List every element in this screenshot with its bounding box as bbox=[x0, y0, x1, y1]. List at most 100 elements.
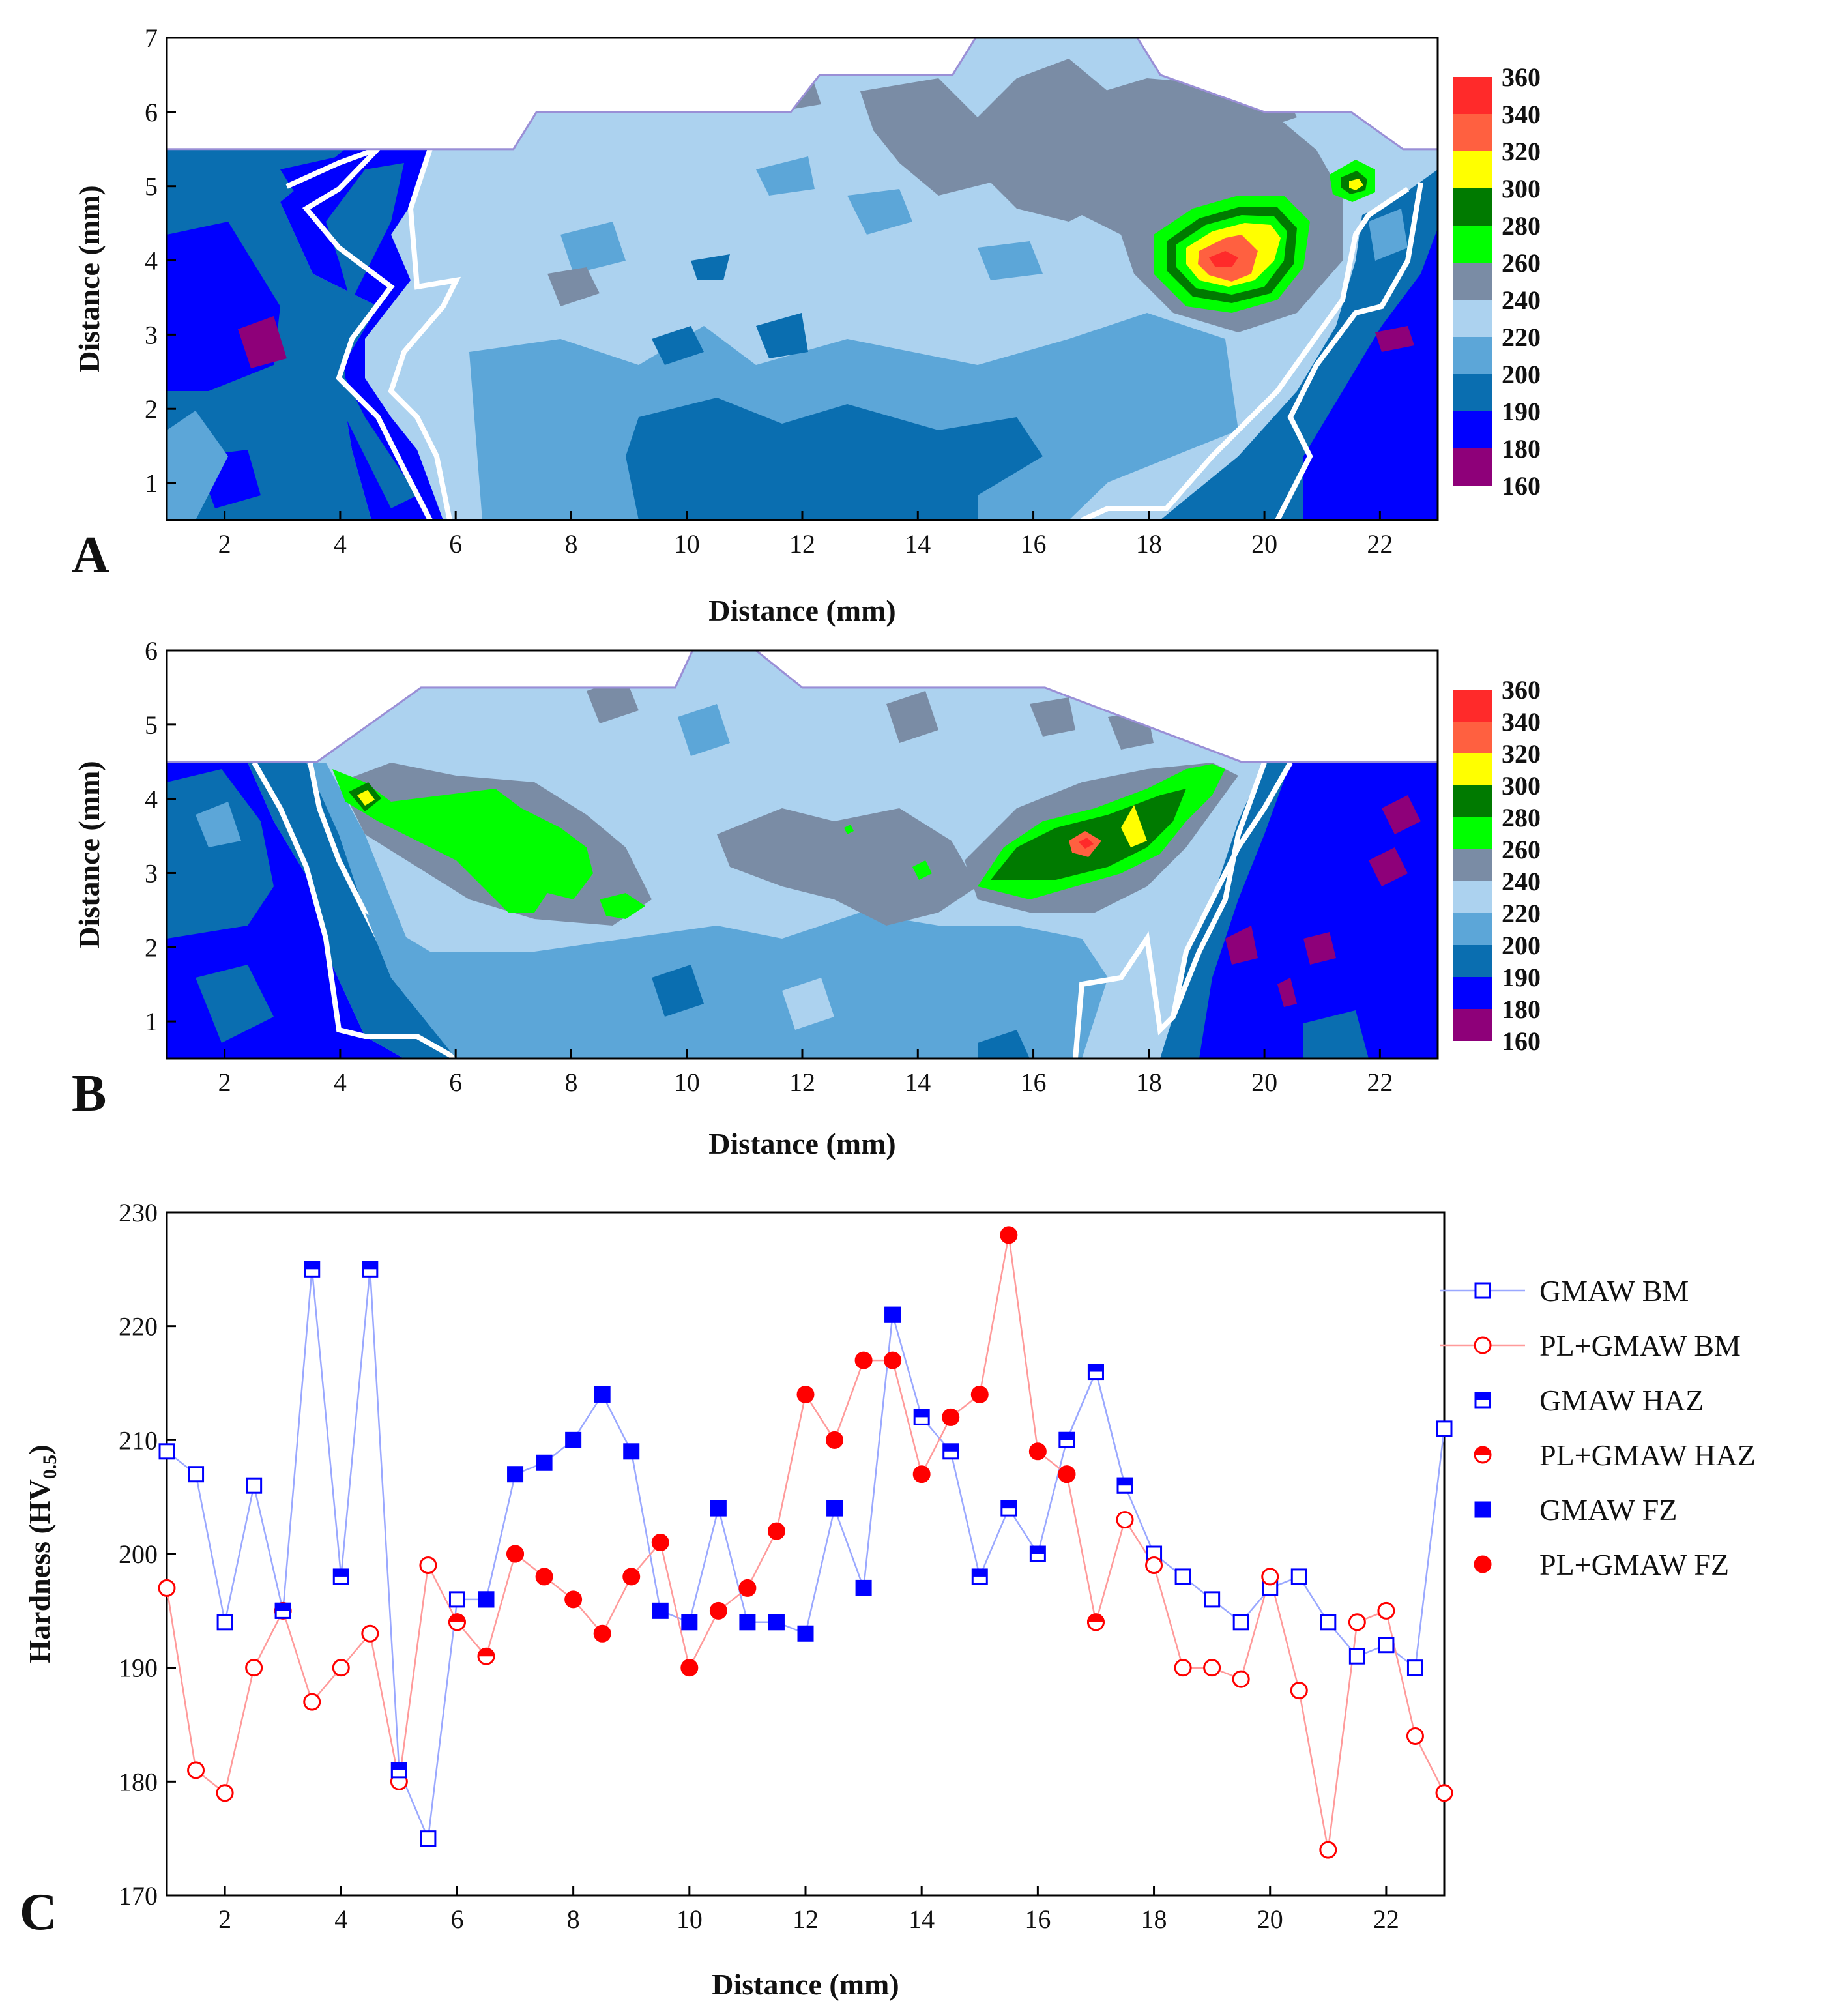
circle-filled-marker bbox=[942, 1408, 960, 1426]
panel-b-right-boundary-line-2 bbox=[1171, 761, 1293, 1017]
square-half-fill bbox=[1059, 1433, 1074, 1440]
y-tick-label: 170 bbox=[119, 1881, 158, 1910]
square-half-fill bbox=[1001, 1501, 1016, 1509]
panel-a-right-purple-patch bbox=[1375, 326, 1414, 352]
x-tick-label: 16 bbox=[1021, 529, 1047, 559]
circle-open-marker bbox=[1145, 1556, 1163, 1574]
circle-open-marker bbox=[1203, 1659, 1221, 1677]
panel-b-ylabel: Distance (mm) bbox=[72, 761, 106, 948]
square-filled-marker bbox=[565, 1431, 582, 1448]
colorbar-label: 180 bbox=[1502, 995, 1541, 1024]
y-tick-label: 5 bbox=[145, 172, 158, 201]
colorbar-label: 320 bbox=[1502, 739, 1541, 768]
x-tick-label: 14 bbox=[909, 1905, 935, 1934]
circle-open-marker bbox=[1116, 1511, 1134, 1529]
panel-b-outline-stroke bbox=[167, 650, 1438, 763]
panel-b-grey-patch-1 bbox=[587, 678, 639, 723]
panel-b-green-small-2 bbox=[912, 860, 932, 880]
square-open-marker bbox=[1406, 1659, 1423, 1676]
circle-half-fill bbox=[478, 1648, 494, 1657]
circle-open-marker bbox=[187, 1761, 205, 1779]
panel-a-contour bbox=[167, 38, 1438, 520]
panel-a-fz-dark-patch-2 bbox=[756, 313, 808, 358]
colorbar-label: 200 bbox=[1502, 931, 1541, 960]
panel-a-outline-stroke bbox=[167, 38, 1438, 151]
panel-a-left-boundary-line bbox=[285, 146, 433, 520]
y-tick-label: 1 bbox=[145, 469, 158, 498]
colorbar-swatch bbox=[1453, 448, 1492, 486]
colorbar-swatch bbox=[1453, 300, 1492, 337]
circle-open-marker bbox=[1261, 1568, 1279, 1586]
y-tick-label: 6 bbox=[145, 636, 158, 665]
panel-a-right-blue-zone bbox=[1303, 228, 1438, 520]
y-tick-label: 2 bbox=[145, 394, 158, 424]
colorbar-label: 200 bbox=[1502, 360, 1541, 389]
square-open-marker bbox=[1378, 1637, 1395, 1654]
panel-a-right-boundary-line bbox=[1081, 186, 1410, 520]
circle-filled-marker bbox=[1028, 1442, 1047, 1461]
circle-filled-marker bbox=[535, 1568, 553, 1586]
panel-c-series bbox=[158, 1226, 1453, 1859]
colorbar-label: 360 bbox=[1502, 63, 1541, 92]
x-tick-label: 22 bbox=[1367, 1068, 1393, 1097]
circle-open-marker bbox=[1435, 1784, 1453, 1802]
y-tick-label: 190 bbox=[119, 1654, 158, 1683]
panel-c-ylabel-close: ) bbox=[23, 1444, 56, 1454]
panel-a-fz-mid-patch-3 bbox=[756, 156, 815, 196]
square-half-fill bbox=[392, 1762, 407, 1770]
colorbar-label: 160 bbox=[1502, 471, 1541, 501]
circle-filled-marker bbox=[564, 1590, 583, 1609]
x-tick-label: 2 bbox=[218, 529, 231, 559]
circle-open-marker bbox=[1348, 1613, 1366, 1631]
colorbar-label: 260 bbox=[1502, 248, 1541, 278]
series-line bbox=[166, 1562, 458, 1794]
panel-b-right-purple-1 bbox=[1382, 795, 1421, 834]
series-line bbox=[892, 1314, 1126, 1579]
colorbar-label: 260 bbox=[1502, 835, 1541, 864]
square-half-fill bbox=[304, 1262, 319, 1270]
panel-b-grey-patch-2 bbox=[886, 691, 938, 743]
square-filled-marker bbox=[826, 1500, 843, 1517]
panel-c-xlabel: Distance (mm) bbox=[712, 1968, 899, 2001]
colorbar-swatch bbox=[1453, 945, 1492, 977]
panel-b-grey-center bbox=[717, 808, 978, 926]
panel-b-left-haz bbox=[248, 763, 456, 1059]
panel-b-left-haz-mid bbox=[306, 763, 482, 1059]
colorbar-label: 220 bbox=[1502, 899, 1541, 928]
panel-a-blank-area bbox=[167, 38, 1438, 149]
square-open-marker bbox=[1436, 1420, 1453, 1437]
square-open-marker bbox=[188, 1466, 205, 1483]
circle-open-marker bbox=[419, 1556, 437, 1574]
square-half-fill bbox=[334, 1569, 349, 1577]
panel-a-left-haz-inner bbox=[326, 163, 417, 508]
panel-b-spot-left-yellow bbox=[357, 790, 375, 806]
colorbar-swatch bbox=[1453, 753, 1492, 785]
square-filled-marker bbox=[797, 1625, 814, 1642]
square-filled-marker bbox=[1474, 1501, 1491, 1518]
colorbar-label: 190 bbox=[1502, 397, 1541, 426]
panel-a-left-mid-patch bbox=[167, 411, 228, 520]
circle-filled-marker bbox=[738, 1579, 757, 1597]
x-tick-label: 6 bbox=[450, 1905, 463, 1934]
panel-b-spot-right-red bbox=[1079, 838, 1094, 849]
colorbar-swatch bbox=[1453, 785, 1492, 817]
panel-a-right-mid-patch bbox=[1369, 209, 1408, 261]
square-filled-marker bbox=[710, 1500, 727, 1517]
colorbar-swatch bbox=[1453, 374, 1492, 411]
colorbar-swatch bbox=[1453, 188, 1492, 226]
panel-b-green-left-2 bbox=[600, 893, 645, 919]
y-tick-label: 220 bbox=[119, 1312, 158, 1341]
x-tick-label: 10 bbox=[674, 529, 700, 559]
square-filled-marker bbox=[507, 1466, 524, 1483]
square-filled-marker bbox=[884, 1306, 901, 1323]
colorbar-swatch bbox=[1453, 337, 1492, 374]
colorbar-label: 160 bbox=[1502, 1027, 1541, 1056]
x-tick-label: 18 bbox=[1136, 529, 1162, 559]
circle-filled-marker bbox=[1058, 1465, 1076, 1483]
panel-a-fz-dark-band bbox=[626, 398, 1043, 520]
legend-label: GMAW FZ bbox=[1539, 1493, 1677, 1527]
x-tick-label: 22 bbox=[1373, 1905, 1399, 1934]
panel-c-ylabel-sub: 0.5 bbox=[39, 1455, 61, 1480]
panel-b-right-purple-4 bbox=[1303, 932, 1336, 965]
